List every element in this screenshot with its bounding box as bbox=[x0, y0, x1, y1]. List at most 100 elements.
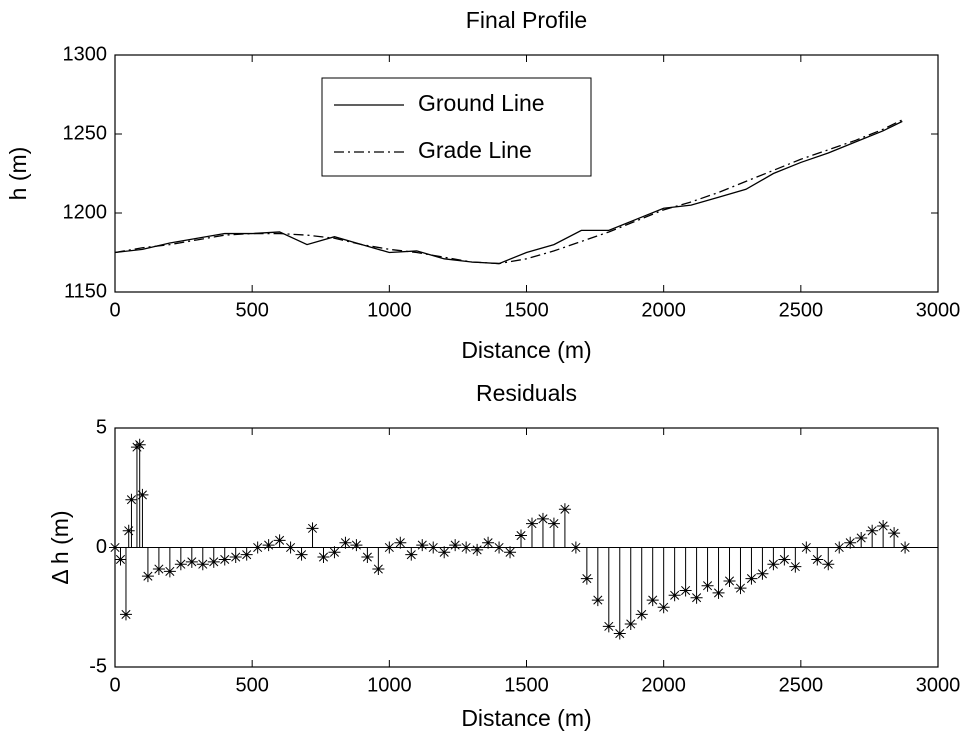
stem-marker bbox=[855, 531, 868, 548]
stem-marker bbox=[833, 541, 846, 554]
stem-marker bbox=[438, 546, 451, 559]
stem-marker bbox=[136, 488, 149, 548]
stem-marker bbox=[536, 512, 549, 548]
stem-marker bbox=[504, 546, 517, 559]
stem-marker bbox=[251, 541, 264, 554]
stem-marker bbox=[133, 438, 146, 548]
y-tick-label: 1250 bbox=[63, 122, 108, 144]
x-tick-label: 2000 bbox=[641, 299, 686, 321]
stem-marker bbox=[317, 547, 330, 564]
stem-marker bbox=[109, 541, 121, 554]
stem-marker bbox=[174, 547, 187, 571]
stem-marker bbox=[888, 527, 901, 548]
stem-marker bbox=[800, 541, 813, 554]
stem-marker bbox=[591, 547, 604, 607]
stem-marker bbox=[229, 547, 242, 564]
y-tick-label: 5 bbox=[96, 416, 107, 438]
stem-marker bbox=[284, 541, 297, 554]
stem-marker bbox=[196, 547, 209, 571]
y-axis-label: Δ h (m) bbox=[47, 510, 73, 584]
stem-marker bbox=[778, 547, 791, 566]
stem-marker bbox=[745, 547, 758, 585]
x-tick-label: 3000 bbox=[916, 674, 961, 696]
stem-marker bbox=[119, 547, 132, 621]
stem-marker bbox=[767, 547, 780, 571]
stem-marker bbox=[734, 547, 747, 595]
stem-marker bbox=[482, 536, 495, 549]
stem-marker bbox=[141, 547, 154, 583]
stem-marker bbox=[240, 547, 253, 561]
stem-marker bbox=[525, 517, 538, 548]
legend-label: Ground Line bbox=[418, 90, 545, 116]
stem-marker bbox=[122, 524, 135, 548]
stem-marker bbox=[569, 541, 582, 554]
legend-label: Grade Line bbox=[418, 137, 532, 163]
y-tick-label: 1200 bbox=[63, 201, 108, 223]
stem-marker bbox=[339, 536, 352, 549]
stem-marker bbox=[125, 493, 138, 548]
stem-marker bbox=[866, 524, 879, 548]
stem-marker bbox=[405, 547, 418, 561]
stem-marker bbox=[152, 547, 165, 576]
x-tick-label: 500 bbox=[235, 299, 268, 321]
x-tick-label: 1500 bbox=[504, 674, 549, 696]
stem-marker bbox=[613, 547, 626, 640]
stem-marker bbox=[877, 519, 890, 548]
y-tick-label: -5 bbox=[89, 655, 107, 677]
stem-marker bbox=[262, 539, 275, 552]
stem-marker bbox=[185, 547, 198, 568]
stem-marker bbox=[899, 541, 912, 554]
stem-marker bbox=[657, 547, 670, 614]
x-tick-label: 2500 bbox=[779, 674, 824, 696]
y-tick-label: 1150 bbox=[64, 280, 107, 302]
stem-marker bbox=[668, 547, 681, 602]
stem-marker bbox=[701, 547, 714, 592]
stem-marker bbox=[427, 541, 440, 554]
y-tick-label: 0 bbox=[96, 536, 107, 558]
stem-marker bbox=[493, 541, 506, 554]
stem-marker bbox=[273, 534, 286, 548]
stem-marker bbox=[449, 539, 462, 552]
y-axis-label: h (m) bbox=[5, 147, 31, 201]
y-tick-label: 1300 bbox=[63, 43, 108, 65]
stem-marker bbox=[471, 543, 484, 556]
x-tick-label: 0 bbox=[109, 674, 120, 696]
stem-marker bbox=[361, 547, 374, 564]
stem-marker bbox=[416, 539, 429, 552]
stem-marker bbox=[163, 547, 176, 578]
x-tick-label: 1000 bbox=[367, 674, 412, 696]
stem-marker bbox=[350, 539, 363, 552]
series-line bbox=[114, 119, 903, 265]
stem-marker bbox=[646, 547, 659, 607]
chart-title: Final Profile bbox=[466, 7, 587, 33]
stem-marker bbox=[558, 503, 571, 548]
stem-marker bbox=[789, 547, 802, 573]
stem-marker bbox=[624, 547, 637, 630]
stem-marker bbox=[394, 536, 407, 549]
x-tick-label: 2500 bbox=[779, 299, 824, 321]
x-axis-label: Distance (m) bbox=[461, 337, 591, 363]
legend: Ground Line Grade Line bbox=[321, 77, 592, 177]
stem-marker bbox=[811, 547, 824, 566]
stem-marker bbox=[844, 536, 857, 549]
stem-marker bbox=[635, 547, 648, 621]
stem-marker bbox=[822, 547, 835, 571]
stem-marker bbox=[580, 547, 593, 585]
stem-marker bbox=[460, 541, 473, 554]
stem-marker bbox=[114, 547, 127, 566]
stem-marker bbox=[218, 547, 231, 566]
stem-marker bbox=[328, 546, 341, 559]
stem-marker bbox=[207, 547, 220, 568]
x-tick-label: 3000 bbox=[916, 299, 961, 321]
x-axis-label: Distance (m) bbox=[461, 705, 591, 731]
x-tick-label: 2000 bbox=[641, 674, 686, 696]
stem-marker bbox=[547, 517, 560, 548]
stem-marker bbox=[690, 547, 703, 604]
stem-marker bbox=[756, 547, 769, 580]
stem-marker bbox=[383, 541, 396, 554]
x-tick-label: 1000 bbox=[367, 299, 412, 321]
stem-marker bbox=[295, 547, 308, 561]
stem-marker bbox=[306, 522, 319, 548]
stem-marker bbox=[602, 547, 615, 633]
x-tick-label: 1500 bbox=[504, 299, 549, 321]
